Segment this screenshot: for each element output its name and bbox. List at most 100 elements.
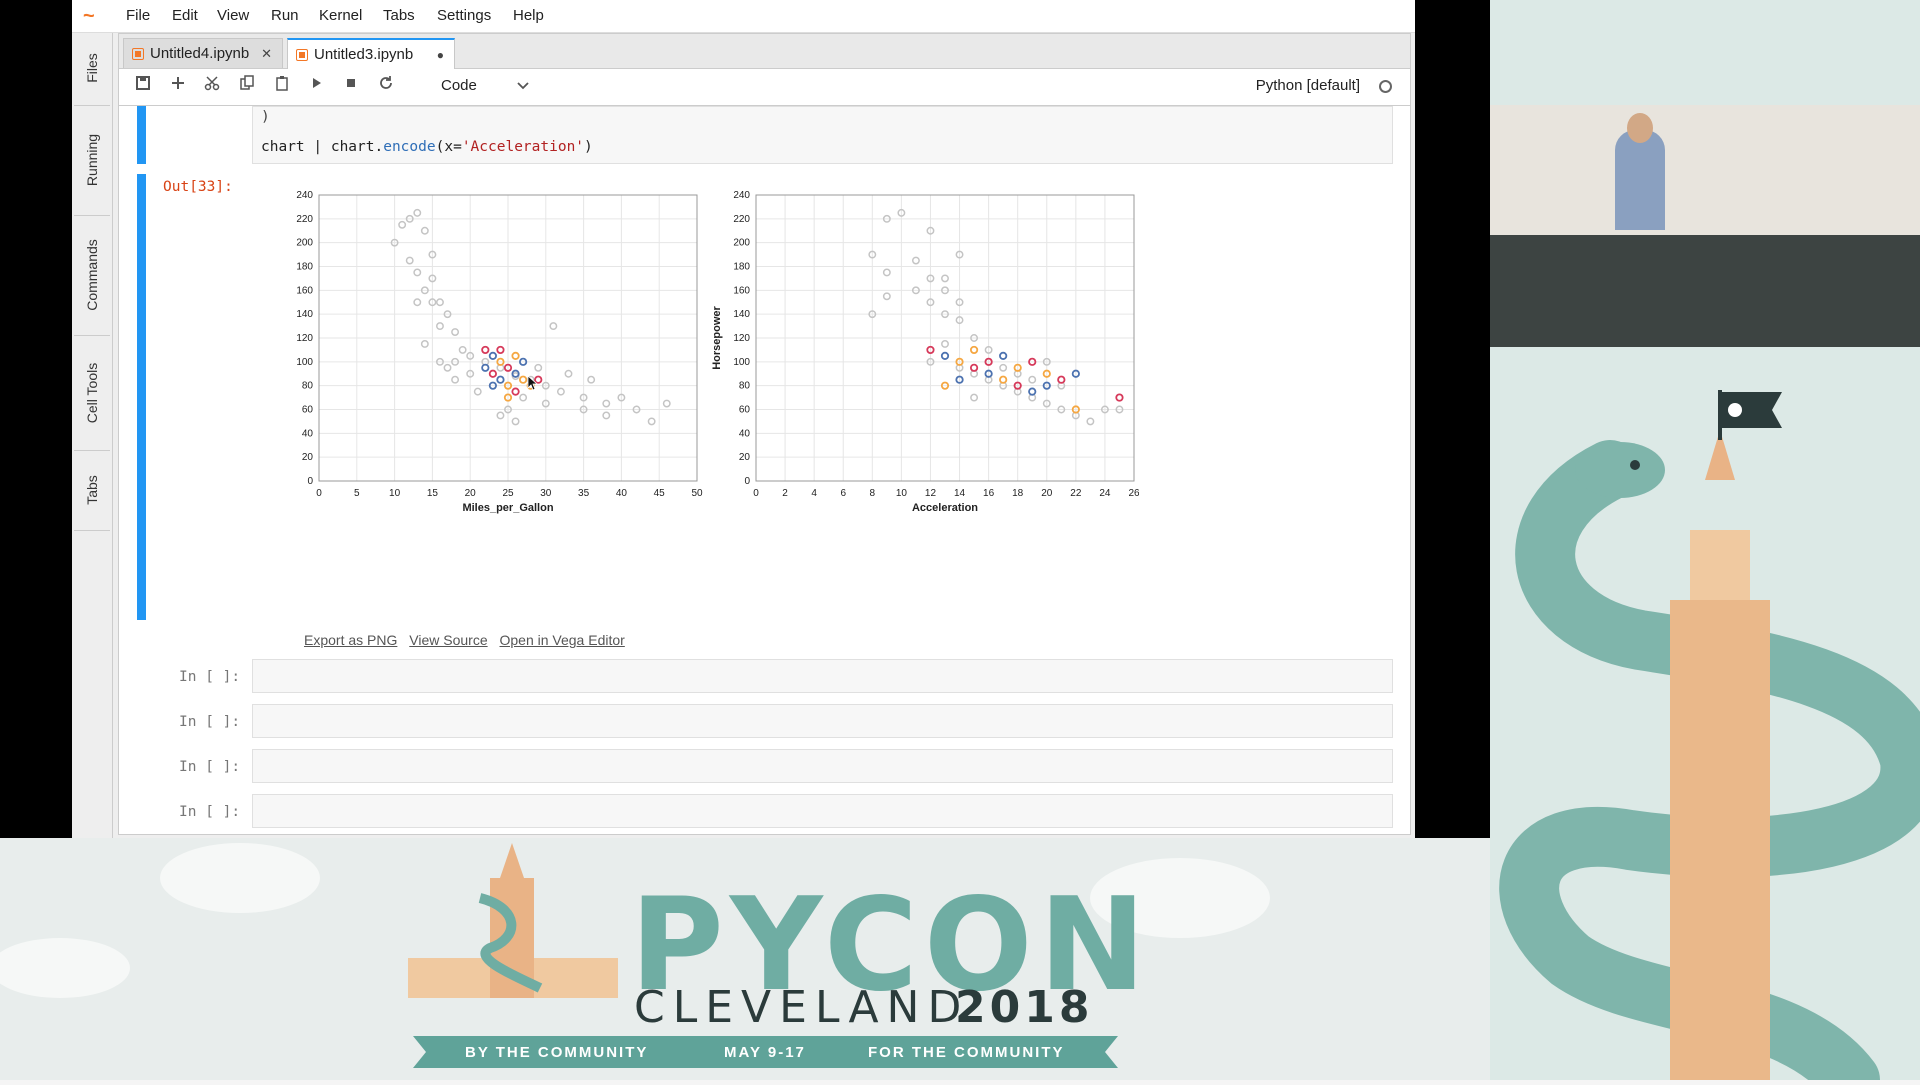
x-tick-label: 25 <box>502 488 514 499</box>
empty-code-cell[interactable] <box>252 794 1393 828</box>
open-vega-editor-link[interactable]: Open in Vega Editor <box>500 632 625 648</box>
code-line: ) <box>261 109 270 125</box>
x-tick-label: 2 <box>782 488 788 499</box>
sidebar-tab-tabs[interactable]: Tabs <box>72 453 112 528</box>
data-point <box>414 269 420 275</box>
y-tick-label: 200 <box>733 238 750 249</box>
close-icon[interactable]: ✕ <box>261 39 272 69</box>
tab-label: Untitled4.ipynb <box>150 39 249 69</box>
sidebar-tab-files[interactable]: Files <box>72 33 112 103</box>
y-tick-label: 120 <box>296 333 313 344</box>
menu-settings[interactable]: Settings <box>437 0 491 32</box>
view-source-link[interactable]: View Source <box>409 632 487 648</box>
ribbon-text: FOR THE COMMUNITY <box>868 1044 1065 1061</box>
y-tick-label: 120 <box>733 333 750 344</box>
menu-view[interactable]: View <box>217 0 249 32</box>
y-tick-label: 60 <box>302 405 314 416</box>
y-tick-label: 40 <box>739 428 751 439</box>
cell-type-value: Code <box>441 77 477 94</box>
cut-button[interactable] <box>200 75 224 99</box>
data-point <box>422 228 428 234</box>
vega-action-links: Export as PNG View Source Open in Vega E… <box>304 632 633 648</box>
data-point <box>512 353 518 359</box>
data-point <box>475 388 481 394</box>
vega-chart-output: 0 5 10 15 20 25 30 35 40 45 50 0 20 40 60 80 100 120 140 16… <box>289 187 1139 502</box>
tab-untitled4[interactable]: Untitled4.ipynb ✕ <box>123 38 283 68</box>
stop-button[interactable] <box>339 75 363 99</box>
data-point <box>422 341 428 347</box>
input-prompt: In [ ]: <box>179 759 240 775</box>
x-tick-label: 26 <box>1128 488 1139 499</box>
chevron-down-icon <box>517 81 529 91</box>
y-tick-label: 220 <box>733 214 750 225</box>
y-tick-label: 80 <box>739 381 751 392</box>
y-tick-label: 140 <box>296 309 313 320</box>
x-tick-label: 35 <box>578 488 590 499</box>
data-point <box>452 329 458 335</box>
data-point <box>1087 418 1093 424</box>
data-point <box>482 347 488 353</box>
x-tick-label: 12 <box>925 488 937 499</box>
x-axis-label: Acceleration <box>912 502 978 514</box>
data-point <box>942 353 948 359</box>
x-tick-label: 20 <box>465 488 477 499</box>
x-tick-label: 14 <box>954 488 966 499</box>
empty-code-cell[interactable] <box>252 659 1393 693</box>
sidebar-divider <box>74 215 110 216</box>
data-point <box>942 341 948 347</box>
restart-button[interactable] <box>374 75 398 99</box>
data-point <box>664 400 670 406</box>
save-button[interactable] <box>131 75 155 99</box>
x-tick-label: 0 <box>753 488 759 499</box>
tab-bar: Untitled4.ipynb ✕ Untitled3.ipynb ● <box>119 34 1410 69</box>
y-tick-label: 220 <box>296 214 313 225</box>
empty-code-cell[interactable] <box>252 749 1393 783</box>
sidebar-tab-commands[interactable]: Commands <box>72 218 112 333</box>
code-cell-editor[interactable]: ) chart | chart.encode(x='Acceleration') <box>252 106 1393 164</box>
sidebar-tab-running[interactable]: Running <box>72 108 112 213</box>
export-png-link[interactable]: Export as PNG <box>304 632 397 648</box>
menu-edit[interactable]: Edit <box>172 0 198 32</box>
paste-button[interactable] <box>270 75 294 99</box>
y-tick-label: 60 <box>739 405 751 416</box>
data-point <box>565 371 571 377</box>
y-axis-label: Horsepower <box>711 305 723 369</box>
data-point <box>490 371 496 377</box>
menu-file[interactable]: File <box>126 0 150 32</box>
data-point <box>603 400 609 406</box>
copy-button[interactable] <box>235 75 259 99</box>
audience <box>1490 235 1920 347</box>
sidebar-tab-cell-tools[interactable]: Cell Tools <box>72 338 112 448</box>
menu-kernel[interactable]: Kernel <box>319 0 362 32</box>
unsaved-dot-icon[interactable]: ● <box>437 40 444 70</box>
stop-icon <box>343 75 359 91</box>
menu-help[interactable]: Help <box>513 0 544 32</box>
data-point <box>558 388 564 394</box>
notebook-icon <box>132 48 144 60</box>
data-point <box>913 257 919 263</box>
menu-tabs[interactable]: Tabs <box>383 0 415 32</box>
data-point <box>884 269 890 275</box>
y-tick-label: 180 <box>733 262 750 273</box>
tab-untitled3[interactable]: Untitled3.ipynb ● <box>287 38 455 69</box>
menu-run[interactable]: Run <box>271 0 299 32</box>
empty-code-cell[interactable] <box>252 704 1393 738</box>
x-tick-label: 18 <box>1012 488 1024 499</box>
data-point <box>535 377 541 383</box>
data-point <box>1116 394 1122 400</box>
x-tick-label: 20 <box>1041 488 1053 499</box>
cell-type-dropdown[interactable]: Code <box>441 77 541 97</box>
data-point <box>884 293 890 299</box>
data-point <box>452 377 458 383</box>
notebook-panel: Untitled4.ipynb ✕ Untitled3.ipynb ● <box>118 33 1411 835</box>
y-tick-label: 240 <box>296 190 313 201</box>
input-prompt: In [ ]: <box>179 804 240 820</box>
add-cell-button[interactable] <box>166 75 190 99</box>
kernel-name[interactable]: Python [default] <box>1256 77 1360 94</box>
data-point <box>414 299 420 305</box>
data-point <box>497 412 503 418</box>
y-tick-label: 100 <box>733 357 750 368</box>
run-button[interactable] <box>304 75 328 99</box>
data-point <box>550 323 556 329</box>
video-wall <box>1490 105 1920 255</box>
